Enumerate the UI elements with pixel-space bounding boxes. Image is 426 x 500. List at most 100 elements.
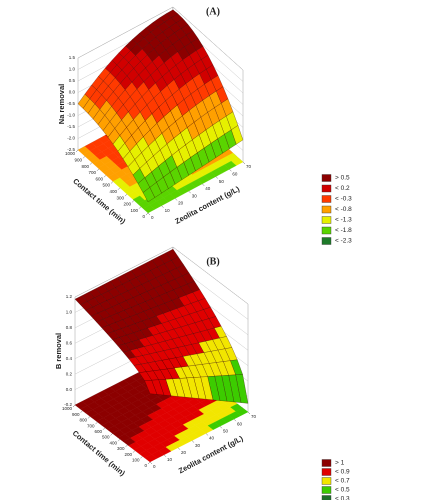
z-tick-label: -2.0	[67, 136, 75, 141]
x-tick-label: 100	[130, 208, 138, 213]
legend-swatch	[321, 459, 332, 467]
tick-mark	[177, 447, 181, 450]
tick-mark	[242, 161, 246, 165]
z-tick-label: 0.8	[66, 325, 73, 330]
x-tick-label: 800	[79, 418, 87, 423]
legend-label: > 1	[335, 460, 345, 467]
tick-mark	[140, 456, 143, 459]
legend-swatch	[321, 205, 332, 214]
y-tick-label: 0	[151, 215, 154, 220]
tick-mark	[138, 206, 142, 209]
y-tick-label: 60	[232, 171, 238, 176]
z-tick-label: -1.0	[67, 113, 75, 118]
x-tick-label: 200	[123, 202, 131, 207]
y-tick-label: 50	[219, 179, 225, 184]
x-tick-label: 400	[109, 189, 117, 194]
x-tick-label: 0	[144, 463, 147, 468]
tick-mark	[132, 450, 136, 453]
tick-mark	[103, 175, 107, 178]
legend-label: < 0.3	[335, 496, 350, 500]
legend-swatch	[321, 195, 332, 203]
x-tick-label: 500	[102, 435, 110, 440]
legend-swatch	[321, 174, 332, 182]
y-tick-label: 60	[237, 421, 243, 426]
tick-mark	[87, 416, 91, 419]
y-tick-label: 70	[246, 164, 252, 169]
tick-mark	[110, 181, 114, 184]
tick-mark	[96, 168, 100, 172]
x-tick-label: 300	[116, 195, 124, 200]
legend-label: < 0.9	[335, 469, 350, 476]
z-axis-label: Na removal	[57, 84, 66, 124]
surface-patch	[144, 380, 158, 395]
tick-mark	[125, 444, 128, 448]
x-tick-label: 100	[132, 457, 140, 462]
legend-label: < -0.3	[335, 196, 352, 203]
legend-label: < -0.8	[335, 206, 352, 213]
floor-contour	[144, 454, 158, 463]
legend-swatch	[321, 486, 332, 494]
legend-label: < -2.3	[335, 238, 352, 245]
tick-mark	[175, 198, 178, 201]
y-tick-label: 30	[192, 193, 198, 198]
tick-mark	[124, 193, 128, 197]
legend-swatch	[321, 226, 332, 235]
tick-mark	[80, 410, 83, 413]
legend-label: < -1.8	[335, 227, 352, 234]
tick-mark	[147, 461, 151, 465]
z-tick-label: -2.5	[67, 147, 75, 152]
legend-swatch	[321, 477, 332, 485]
x-tick-label: 700	[88, 170, 96, 175]
y-tick-label: 30	[195, 443, 201, 448]
tick-mark	[233, 419, 237, 422]
tick-mark	[145, 212, 149, 216]
legend-swatch	[321, 468, 332, 476]
tick-mark	[229, 169, 232, 172]
tick-mark	[147, 212, 151, 216]
x-tick-label: 400	[109, 440, 117, 445]
z-tick-label: 0.6	[66, 340, 73, 345]
z-tick-label: 0.5	[69, 78, 76, 83]
legend-label: > 0.5	[335, 175, 350, 182]
y-tick-label: 20	[181, 450, 187, 455]
legend-label: < 0.5	[335, 487, 350, 494]
tick-mark	[219, 426, 223, 429]
tick-mark	[191, 440, 195, 443]
y-tick-label: 40	[209, 436, 215, 441]
tick-mark	[215, 176, 218, 179]
grid-line	[77, 6, 244, 71]
x-tick-label: 1000	[65, 151, 76, 156]
legend-swatch	[321, 237, 332, 245]
x-tick-label: 700	[87, 423, 95, 428]
legend-label: < 0.2	[335, 185, 350, 192]
tick-mark	[247, 411, 251, 415]
tick-mark	[131, 200, 135, 203]
z-tick-label: 0.0	[66, 387, 73, 392]
x-tick-label: 500	[102, 183, 110, 188]
tick-mark	[161, 205, 164, 208]
legend-label: < 0.7	[335, 478, 350, 485]
tick-mark	[110, 433, 113, 436]
x-tick-label: 900	[74, 157, 82, 162]
x-tick-label: 600	[95, 176, 103, 181]
y-tick-label: 0	[153, 464, 156, 469]
grid-line	[74, 246, 249, 305]
panel-title: (B)	[206, 256, 219, 267]
z-tick-label: 1.0	[69, 67, 76, 72]
x-tick-label: 900	[72, 412, 80, 417]
z-tick-label: -1.5	[67, 124, 75, 129]
legend-swatch	[321, 495, 332, 500]
legend-swatch	[321, 184, 332, 193]
z-tick-label: 0.2	[66, 371, 73, 376]
z-tick-label: 0.0	[69, 90, 76, 95]
z-tick-label: -0.2	[64, 402, 72, 407]
surface-patch	[142, 187, 155, 203]
z-tick-label: 1.0	[66, 310, 73, 315]
z-tick-label: -0.5	[67, 101, 75, 106]
x-tick-label: 800	[81, 164, 89, 169]
tick-mark	[72, 404, 76, 408]
y-tick-label: 70	[251, 414, 257, 419]
y-tick-label: 50	[223, 428, 229, 433]
x-tick-label: 1000	[62, 406, 73, 411]
